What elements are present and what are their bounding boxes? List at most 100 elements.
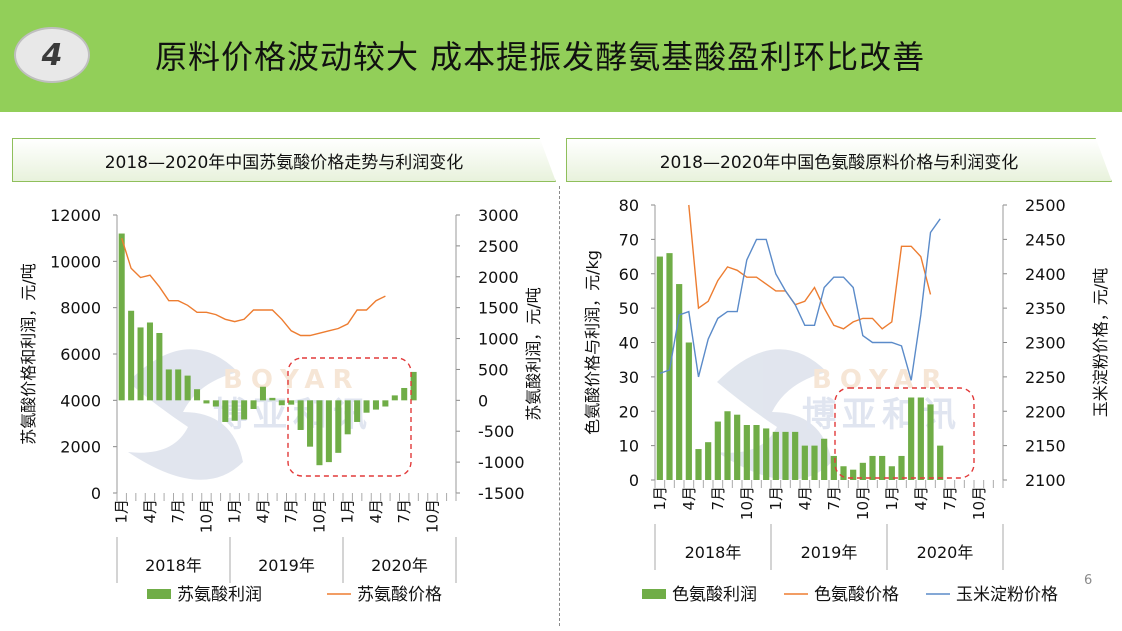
profit-bar (335, 400, 342, 453)
profit-bar (879, 455, 886, 480)
y-left-tick-label: 10000 (50, 252, 101, 271)
x-month-label: 4月 (680, 486, 698, 511)
profit-bar (137, 327, 144, 401)
profit-bar (391, 395, 398, 401)
highlight-box (287, 357, 412, 477)
y-right-tick-label: 2250 (1025, 368, 1066, 387)
x-month-label: 7月 (709, 486, 727, 511)
panel-divider (559, 186, 560, 626)
x-month-label: 7月 (395, 499, 413, 524)
threonine-chart: BOYAR博亚和讯020004000600080001000012000-150… (19, 206, 543, 605)
y-right-tick-label: -1500 (478, 484, 525, 503)
x-month-label: 7月 (941, 486, 959, 511)
legend-label: 色氨酸利润 (672, 585, 757, 605)
x-year-label: 2020年 (371, 556, 428, 575)
right-chart-title: 2018—2020年中国色氨酸原料价格与利润变化 (566, 138, 1112, 182)
y-right-tick-label: 2500 (1025, 196, 1066, 215)
x-month-label: 10月 (423, 499, 441, 533)
profit-bar (676, 284, 683, 480)
y-left-tick-label: 0 (629, 471, 639, 490)
x-year-label: 2020年 (917, 543, 974, 562)
legend-swatch-bar (642, 589, 666, 599)
profit-bar (354, 400, 361, 422)
y-right-tick-label: 2350 (1025, 299, 1066, 318)
profit-bar (307, 400, 314, 447)
y-left-tick-label: 12000 (50, 206, 101, 225)
y-left-tick-label: 60 (619, 265, 639, 284)
profit-bar (801, 445, 808, 480)
profit-bar (830, 455, 837, 480)
profit-bar (898, 455, 905, 480)
profit-bar (325, 400, 332, 463)
profit-bar (753, 425, 760, 480)
profit-bar (782, 431, 789, 480)
y-left-tick-label: 30 (619, 368, 639, 387)
x-month-label: 1月 (767, 486, 785, 511)
x-month-label: 4月 (141, 499, 159, 524)
profit-bar (401, 387, 408, 401)
y-left-axis-title: 苏氨酸价格和利润，元/吨 (19, 263, 38, 444)
y-left-tick-label: 0 (91, 484, 101, 503)
profit-bar (917, 397, 924, 480)
y-right-tick-label: 500 (478, 360, 509, 379)
profit-bar (297, 400, 304, 430)
x-month-label: 4月 (367, 499, 385, 524)
y-right-tick-label: -1000 (478, 453, 525, 472)
profit-bar (821, 438, 828, 480)
profit-bar (165, 369, 172, 401)
profit-bar (811, 445, 818, 480)
profit-bar (743, 425, 750, 480)
y-left-axis-title: 色氨酸价格与利润，元/kg (583, 250, 602, 435)
profit-bar (382, 400, 389, 407)
y-right-tick-label: 2200 (1025, 402, 1066, 421)
y-right-tick-label: 3000 (478, 206, 519, 225)
y-left-tick-label: 8000 (60, 299, 101, 318)
profit-bar (184, 375, 191, 401)
price-line (688, 204, 932, 330)
profit-bar (316, 400, 323, 466)
profit-bar (269, 397, 276, 401)
x-year-label: 2018年 (685, 543, 742, 562)
profit-bar (840, 466, 847, 480)
x-month-label: 4月 (796, 486, 814, 511)
x-month-label: 10月 (197, 499, 215, 533)
profit-bar (869, 455, 876, 480)
profit-bar (763, 428, 770, 480)
y-right-tick-label: 2150 (1025, 437, 1066, 456)
profit-bar (222, 400, 229, 422)
x-month-label: 1月 (339, 499, 357, 524)
profit-bar (118, 233, 125, 401)
profit-bar (656, 256, 663, 480)
x-month-label: 1月 (883, 486, 901, 511)
x-year-label: 2019年 (258, 556, 315, 575)
price-line (121, 237, 386, 337)
legend-label: 苏氨酸利润 (177, 585, 262, 605)
watermark-latin: BOYAR (812, 365, 949, 395)
slide-header: 4 原料价格波动较大 成本提振发酵氨基酸盈利环比改善 (0, 0, 1122, 112)
x-month-label: 7月 (825, 486, 843, 511)
x-month-label: 7月 (169, 499, 187, 524)
y-right-tick-label: 2450 (1025, 230, 1066, 249)
section-number: 4 (41, 37, 63, 73)
profit-bar (695, 449, 702, 480)
profit-bar (685, 342, 692, 480)
y-right-tick-label: 1500 (478, 299, 519, 318)
x-month-label: 10月 (310, 499, 328, 533)
legend-swatch-bar (147, 589, 171, 599)
profit-bar (927, 404, 934, 480)
x-month-label: 1月 (226, 499, 244, 524)
corn-starch-price-line (659, 218, 941, 381)
profit-bar (363, 400, 370, 413)
x-month-label: 10月 (738, 486, 756, 520)
profit-bar (908, 397, 915, 480)
profit-bar (888, 466, 895, 480)
profit-bar (278, 400, 285, 406)
y-right-axis-title: 玉米淀粉价格，元/吨 (1091, 268, 1110, 417)
x-month-label: 10月 (854, 486, 872, 520)
y-left-tick-label: 4000 (60, 391, 101, 410)
profit-bar (772, 431, 779, 480)
legend-label: 玉米淀粉价格 (956, 585, 1058, 605)
profit-bar (344, 400, 351, 435)
legend-label: 色氨酸价格 (814, 585, 899, 605)
